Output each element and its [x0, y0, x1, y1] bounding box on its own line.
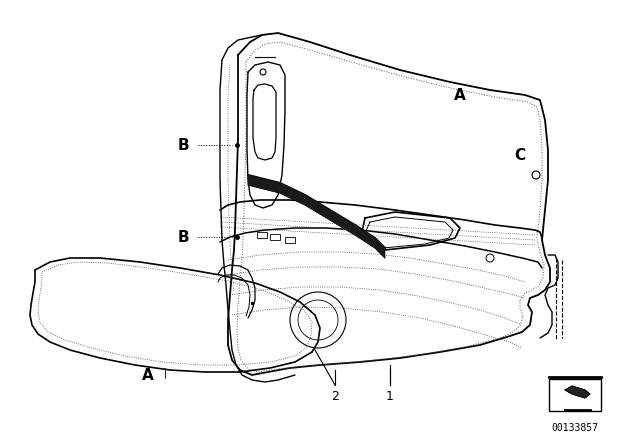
- Text: B: B: [177, 138, 189, 152]
- Bar: [285, 237, 295, 243]
- Polygon shape: [565, 386, 590, 398]
- Text: 2: 2: [331, 390, 339, 403]
- Text: A: A: [454, 87, 466, 103]
- Text: C: C: [515, 147, 525, 163]
- Text: 00133857: 00133857: [552, 423, 598, 433]
- Polygon shape: [248, 175, 385, 258]
- Bar: [257, 232, 267, 238]
- Text: A: A: [142, 367, 154, 383]
- Text: B: B: [177, 229, 189, 245]
- Bar: [270, 234, 280, 240]
- Text: 1: 1: [386, 390, 394, 403]
- Bar: [549, 379, 601, 411]
